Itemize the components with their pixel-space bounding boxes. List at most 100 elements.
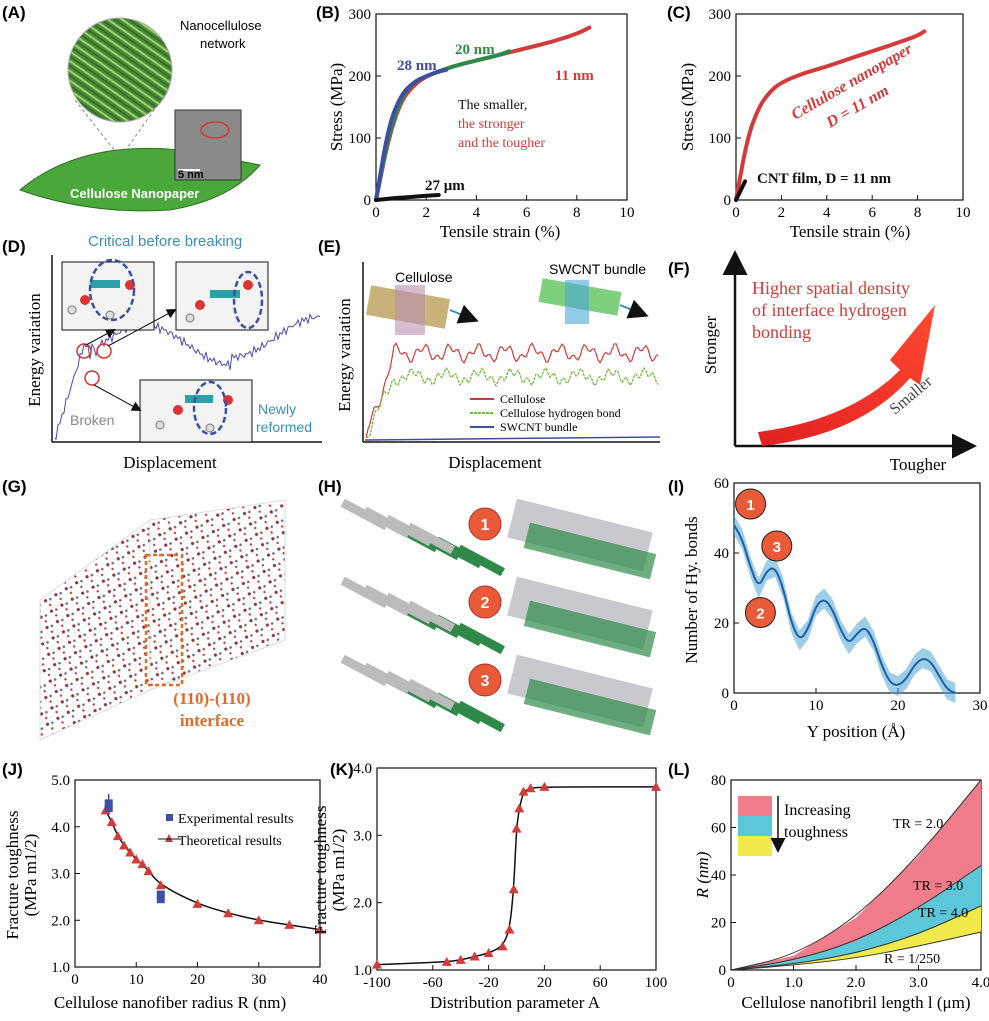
c-xlabel: Tensile strain (%)	[790, 222, 911, 241]
j-theory-line	[104, 810, 321, 931]
panel-k: (K) -100 -60 -20 20 60 100 1.0 2.0 3.0 4.0 Distri…	[311, 760, 667, 1012]
f-xlabel: Tougher	[890, 455, 947, 474]
l-boundary	[730, 779, 982, 971]
y-tick-label: 60	[714, 476, 729, 492]
f-text-1: Higher spatial density	[752, 278, 910, 298]
b-series-line	[374, 193, 441, 202]
y-tick-label: 3.0	[353, 828, 372, 844]
x-tick-label: 0	[732, 205, 740, 221]
tem-image	[174, 109, 242, 181]
i-marker	[735, 488, 767, 520]
y-tick-label: 200	[349, 69, 372, 85]
k-line	[376, 786, 656, 966]
h-step-marker	[468, 507, 502, 541]
h-step-number: 1	[481, 517, 490, 534]
j-exp-point	[156, 895, 165, 904]
b-xlabel: Tensile strain (%)	[440, 222, 561, 241]
network-label-1: Nanocellulose	[180, 18, 262, 33]
x-tick-label: 10	[620, 205, 635, 221]
x-tick-label: -60	[423, 975, 443, 991]
y-tick-label: 0	[719, 963, 727, 979]
x-tick-label: 0	[372, 205, 380, 221]
x-tick-label: 2.0	[847, 975, 866, 991]
l-label-tr4: TR = 4.0	[918, 906, 968, 921]
nanopaper-label: Cellulose Nanopaper	[70, 186, 199, 201]
y-tick-label: 0	[724, 193, 732, 209]
d-newly-label: Newly	[258, 401, 296, 417]
l-region	[731, 780, 981, 970]
panel-j: (J) 0 10 20 30 40 1.0 2.0 3.0 4.0 5.0 Experimenta…	[2, 760, 328, 1012]
y-tick-label: 100	[709, 131, 732, 147]
g-interface-label-1: (110)-(110)	[173, 689, 250, 708]
panel-a-label: (A)	[2, 3, 26, 22]
l-region	[731, 865, 981, 970]
y-tick-label: 40	[714, 546, 729, 562]
y-tick-label: 2.0	[51, 913, 70, 929]
e-legend-1: Cellulose	[500, 392, 545, 406]
b-series-line	[374, 67, 449, 202]
h-gray-fiber	[406, 522, 455, 555]
label-20nm: 20 nm	[455, 42, 495, 58]
l-legend-2: toughness	[784, 824, 848, 841]
panel-h: (H) 1 2 3	[318, 477, 657, 736]
c-series-line	[734, 29, 927, 202]
panel-b-label: (B)	[316, 3, 340, 22]
y-tick-label: 100	[349, 131, 372, 147]
k-ylabel-2: (MPa m1/2)	[329, 829, 348, 912]
panel-a: (A) 5 nm Nanocellulose network Cellulose…	[2, 3, 262, 212]
panel-l: (L) 0 1.0 2.0 3.0 4.0 0 20 40 60 80 Increasing to…	[668, 760, 989, 1012]
k-point	[372, 959, 382, 969]
k-point	[469, 951, 480, 961]
d-critical-label: Critical before breaking	[88, 233, 242, 250]
i-marker-number: 2	[756, 606, 764, 623]
y-tick-label: 20	[711, 916, 726, 932]
panel-d-label: (D)	[2, 237, 26, 256]
x-tick-label: 100	[645, 975, 668, 991]
note-line-2: the stronger	[458, 117, 525, 132]
l-legend-1: Increasing	[784, 802, 851, 819]
l-boundary	[730, 865, 982, 971]
x-tick-label: 4.0	[972, 975, 989, 991]
y-tick-label: 2.0	[353, 896, 372, 912]
k-xlabel: Distribution parameter A	[430, 993, 601, 1012]
panel-e-label: (E)	[318, 237, 341, 256]
x-tick-label: -100	[363, 975, 391, 991]
e-legend-2: Cellulose hydrogen bond	[500, 406, 621, 420]
x-tick-label: 6	[868, 205, 876, 221]
d-broken-label: Broken	[70, 412, 114, 428]
j-theory-point	[119, 840, 129, 850]
inset-critical-1	[61, 261, 155, 331]
x-tick-label: 8	[914, 205, 922, 221]
h-rows: 1 2 3	[340, 498, 657, 736]
l-label-tr3: TR = 3.0	[913, 879, 963, 894]
j-theory-point	[143, 866, 154, 876]
g-lattice-right	[149, 499, 286, 691]
panel-l-label: (L)	[668, 760, 690, 779]
inset-broken	[139, 379, 253, 443]
plot-frame-k	[376, 767, 657, 971]
y-tick-label: 3.0	[51, 867, 70, 883]
j-theory-point	[253, 915, 264, 925]
panel-h-label: (H)	[318, 477, 342, 496]
k-point	[508, 884, 519, 894]
swcnt-crossbar	[565, 280, 589, 324]
y-tick-label: 4.0	[353, 761, 372, 777]
j-xlabel: Cellulose nanofiber radius R (nm)	[54, 993, 286, 1012]
e-curve-hbond	[365, 366, 659, 439]
j-ylabel-2: (MPa m1/2)	[21, 834, 40, 917]
h-step-marker	[468, 585, 502, 619]
x-tick-label: 4	[473, 205, 481, 221]
x-tick-label: 1.0	[784, 975, 803, 991]
k-point	[539, 781, 550, 791]
cellulose-crossbar	[395, 285, 425, 335]
i-mean-line	[733, 524, 956, 694]
k-point	[514, 803, 525, 813]
k-point	[497, 941, 508, 951]
b-ylabel: Stress (MPa)	[327, 63, 346, 151]
network-label-2: network	[200, 36, 246, 51]
f-trend-arrow	[758, 305, 935, 446]
x-tick-label: 0	[71, 972, 79, 988]
i-marker	[744, 597, 776, 628]
